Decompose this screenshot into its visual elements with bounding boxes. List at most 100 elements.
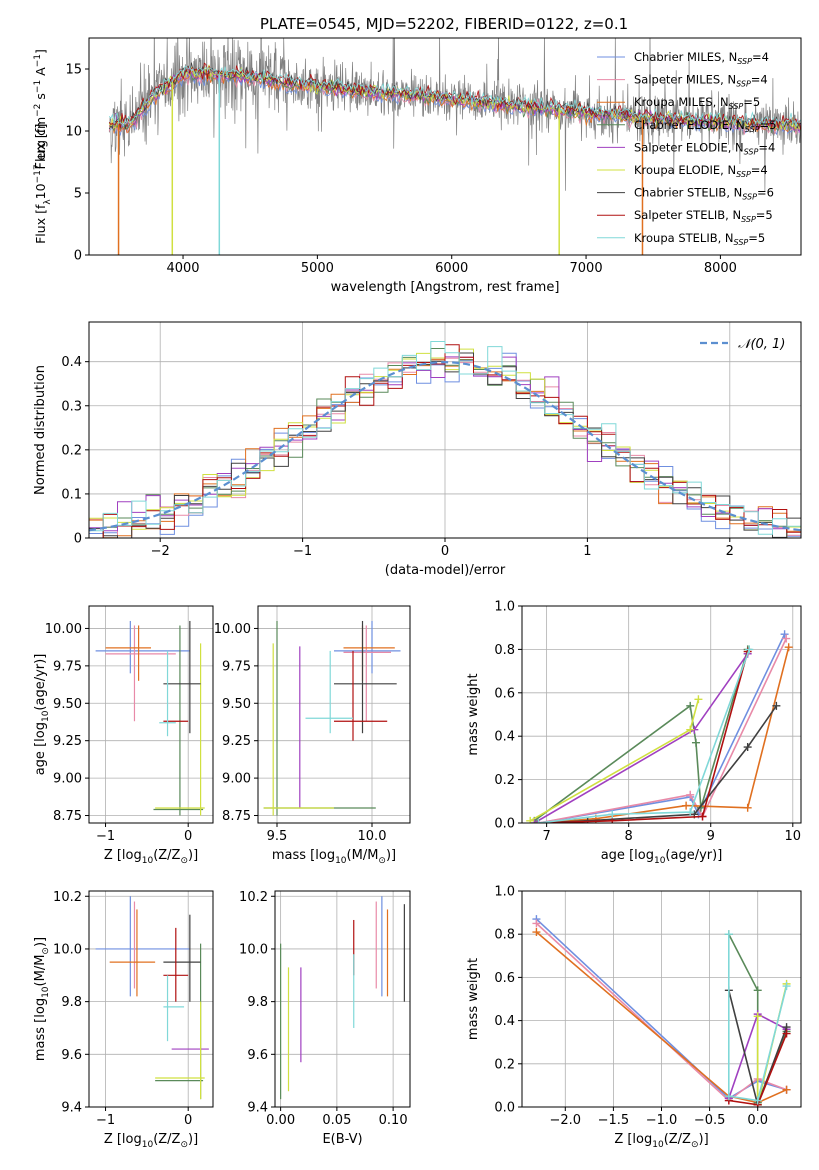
mass-weight-marker	[686, 790, 695, 799]
x-tick-label: 7	[542, 829, 550, 844]
axis-label-part: 10	[654, 856, 666, 866]
x-axis-label: Z [log10(Z/Z⊙)]	[104, 1132, 198, 1150]
legend-subscript: SSP	[742, 193, 757, 202]
y-tick-label: 0.4	[61, 355, 82, 370]
legend-count: =5	[748, 231, 765, 245]
mass-weight-marker	[532, 928, 541, 937]
y-tick-label: 10.00	[214, 622, 251, 637]
legend-label: Kroupa ELODIE, N	[634, 163, 736, 177]
mass-weight-marker	[534, 819, 543, 823]
axis-label-part: −1	[33, 54, 43, 67]
axis-label-part: (Z/Z	[664, 1132, 691, 1147]
mass-weight-line	[538, 649, 751, 823]
y-tick-label: 9.75	[222, 659, 251, 674]
axis-label-part: )]	[188, 848, 198, 863]
axis-label-part: A	[33, 67, 48, 80]
legend-label: Salpeter STELIB, N	[634, 208, 741, 222]
x-axis-label: mass [log10(M/M⊙)]	[272, 848, 396, 866]
y-tick-label: 0.2	[494, 773, 515, 788]
x-tick-label: 0	[184, 1113, 192, 1128]
axes-frame	[88, 37, 802, 256]
y-tick-label: 1.0	[494, 600, 515, 615]
mass-weight-marker	[724, 1092, 733, 1101]
mass-weight-marker	[694, 695, 703, 704]
y-tick-label: 10.2	[239, 890, 268, 905]
axis-label-part: ⊙	[691, 1140, 699, 1150]
plot-area	[95, 620, 205, 816]
legend-subscript: SSP	[729, 102, 744, 111]
axis-label-part: 10	[33, 183, 48, 199]
x-tick-label: −1	[293, 544, 312, 559]
axis-label-part: 10	[142, 856, 154, 866]
legend-count: =4	[752, 50, 769, 64]
mass-weight-marker	[682, 801, 691, 810]
x-tick-label: 9	[707, 829, 715, 844]
legend-label: Chabrier ELODIE, N	[634, 118, 745, 132]
plot-area	[532, 915, 791, 1107]
axis-label-part: Z [log	[104, 1132, 142, 1147]
mass-weight-marker	[753, 1096, 762, 1105]
axis-label-part: (Z/Z	[153, 848, 180, 863]
legend-entry: Chabrier STELIB, NSSP=6	[634, 186, 774, 202]
x-tick-label: −0.5	[694, 1113, 726, 1128]
legend-subscript: SSP	[744, 147, 759, 156]
y-tick-label: 9.8	[247, 995, 268, 1010]
legend-label: Kroupa STELIB, N	[634, 231, 734, 245]
legend-count: =5	[760, 118, 777, 132]
axis-label-part: ⊙	[180, 1140, 188, 1150]
axis-label-part: −1	[33, 80, 43, 93]
x-tick-label: 8000	[704, 261, 737, 276]
axis-label-part: )]	[188, 1132, 198, 1147]
legend-label: Kroupa MILES, N	[634, 95, 729, 109]
x-tick-label: 0.00	[266, 1113, 295, 1128]
axis-label-part: 10	[41, 986, 51, 998]
axis-label-part: )]	[33, 937, 48, 947]
y-tick-label: 0.0	[494, 817, 515, 832]
axis-label-part: (Z/Z	[153, 1132, 180, 1147]
y-tick-label: 10.2	[53, 890, 82, 905]
mass-weight-marker	[686, 701, 695, 710]
axis-label-part: s	[33, 93, 48, 104]
axis-label-part: ⊙	[180, 856, 188, 866]
y-tick-label: 15	[65, 63, 82, 78]
panel-mass-vs-EBV: 0.00 0.05 0.10 9.4 9.6 9.8 10.0 10.2 E(B-V)	[239, 890, 411, 1147]
y-tick-label: 0.6	[494, 686, 515, 701]
mass-weight-marker	[743, 803, 752, 812]
y-tick-label: 0.8	[494, 928, 515, 943]
legend-entry: Salpeter STELIB, NSSP=5	[634, 208, 773, 224]
y-tick-label: 0.4	[494, 730, 515, 745]
y-tick-label: 0.0	[494, 1101, 515, 1116]
axis-label-part: 10	[652, 1140, 664, 1150]
legend-subscript: SSP	[741, 215, 756, 224]
y-tick-label: 9.6	[61, 1048, 82, 1063]
panel-massweight-vs-Z: −2.0 −1.5 −1.0 −0.5 0.0 0.0 0.2 0.4 0.6 0.8 1.0 Z […	[466, 885, 802, 1150]
mass-weight-marker	[608, 810, 617, 819]
y-tick-label: 0.2	[61, 443, 82, 458]
y-tick-label: 0.1	[61, 487, 82, 502]
legend-subscript: SSP	[734, 238, 749, 247]
axes-frame	[521, 605, 802, 824]
axis-label-part: 10	[142, 1140, 154, 1150]
x-tick-label: 0.10	[379, 1113, 408, 1128]
x-tick-label: 9.5	[267, 829, 288, 844]
y-axis-label: Flux [f]	[34, 124, 49, 170]
x-tick-label: −1.5	[598, 1113, 630, 1128]
y-tick-label: 0.6	[494, 971, 515, 986]
axis-label-part: λ	[43, 199, 53, 205]
mass-weight-marker	[724, 930, 733, 939]
legend-subscript: SSP	[736, 170, 751, 179]
mass-weight-marker	[686, 808, 695, 817]
axis-label-part: Flux [f	[34, 128, 49, 169]
legend-count: =4	[751, 73, 768, 87]
residual-histogram	[89, 341, 801, 535]
legend-count: =4	[758, 140, 775, 154]
axis-label-part: mass [log	[33, 998, 48, 1061]
mass-weight-marker	[784, 643, 793, 652]
axis-label-part: ⊙	[41, 947, 51, 955]
axis-label-part: age [log	[33, 722, 48, 775]
mass-weight-line	[538, 651, 749, 823]
residual-legend: 𝒩(0, 1)	[700, 337, 785, 352]
mass-weight-marker	[782, 1085, 791, 1094]
y-tick-label: 9.00	[53, 772, 82, 787]
